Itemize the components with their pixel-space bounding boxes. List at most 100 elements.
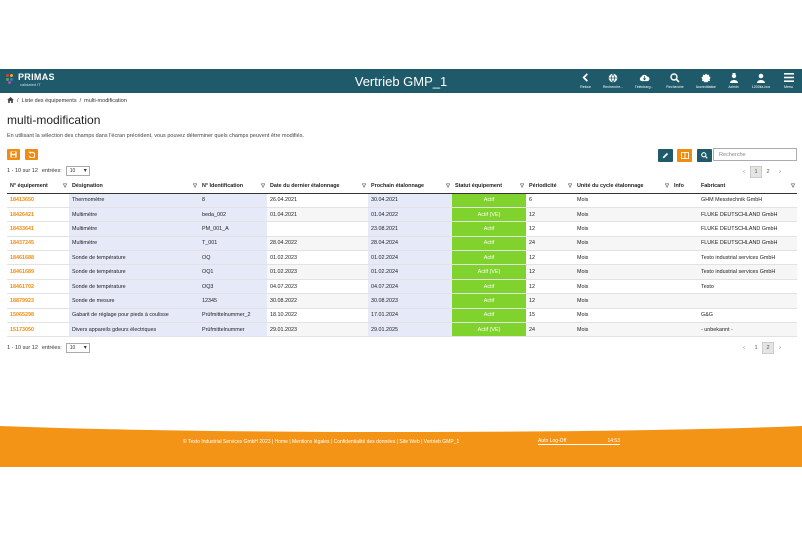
column-header-info[interactable]: Info xyxy=(671,179,698,194)
cell-calibration-cycle-unit: Mois xyxy=(574,207,671,223)
column-header-label: Périodicité xyxy=(529,182,557,189)
prev-page-button[interactable]: ‹ xyxy=(743,169,745,175)
cell-periodicity: 12 xyxy=(526,264,574,280)
header-toolbar: Retour Recherche... Télécharg... Recherc… xyxy=(573,70,800,92)
cell-equipment-number[interactable]: 18413650 xyxy=(7,193,69,208)
cell-last-calibration-date: 30.08.2022 xyxy=(267,293,368,309)
cell-calibration-cycle-unit: Mois xyxy=(574,279,671,295)
column-header-last-calibration-date[interactable]: Date du dernier étalonnage ▽ xyxy=(267,179,368,194)
cell-next-calibration: 17.01.2024 xyxy=(368,308,452,324)
cell-equipment-status: Actif (VE) xyxy=(452,264,526,280)
back-label: Retour xyxy=(580,85,591,89)
back-button[interactable]: Retour xyxy=(574,70,597,92)
cell-manufacturer: G&G xyxy=(698,308,797,324)
cell-equipment-number[interactable]: 18879923 xyxy=(7,293,69,309)
footer-links[interactable]: © Testo Industrial Services GmbH 2023 | … xyxy=(183,439,460,445)
table-row[interactable]: 18461689 Sonde de température OQ1 01.02.202… xyxy=(7,264,797,280)
pencil-icon xyxy=(662,152,669,159)
filter-icon[interactable]: ▽ xyxy=(63,183,67,189)
next-page-button[interactable]: › xyxy=(779,345,781,351)
table-row[interactable]: 18879923 Sonde de mesure 12345 30.08.2022 30… xyxy=(7,293,797,309)
table-row[interactable]: 15173050 Divers appareils gdeurs électriq… xyxy=(7,322,797,338)
accreditation-button[interactable]: Accreditation xyxy=(691,70,721,92)
cell-equipment-number[interactable]: 15065298 xyxy=(7,308,69,324)
download-button[interactable]: Télécharg... xyxy=(629,70,659,92)
breadcrumb-equipment-list[interactable]: Liste des équipements xyxy=(21,98,77,104)
cell-identification-number: OQ3 xyxy=(199,279,267,295)
page-2-button[interactable]: 2 xyxy=(766,169,770,175)
cell-identification-number: OQ1 xyxy=(199,264,267,280)
page-1-button[interactable]: 1 xyxy=(754,345,758,351)
search-button[interactable]: Recherche xyxy=(660,70,690,92)
cell-manufacturer: FLUKE DEUTSCHLAND GmbH xyxy=(698,236,797,252)
search-submit-button[interactable] xyxy=(697,149,712,162)
search-input[interactable]: Recherche xyxy=(713,148,797,161)
filter-icon[interactable]: ▽ xyxy=(193,183,197,189)
user-account-button[interactable]: 1200kz-box xyxy=(746,70,776,92)
cell-last-calibration-date: 01.02.2023 xyxy=(267,250,368,266)
cell-designation: Thermomètre xyxy=(69,193,199,208)
filter-icon[interactable]: ▽ xyxy=(446,183,450,189)
primas-logo[interactable]: PRIMAS validated IT xyxy=(6,72,66,90)
page-2-button[interactable]: 2 xyxy=(762,342,774,354)
save-button[interactable] xyxy=(7,149,20,160)
next-page-button[interactable]: › xyxy=(779,169,781,175)
logo-name: PRIMAS xyxy=(18,72,55,82)
cell-periodicity: 15 xyxy=(526,308,574,324)
edit-button[interactable] xyxy=(658,149,673,162)
filter-icon[interactable]: ▽ xyxy=(520,183,524,189)
columns-icon xyxy=(680,152,689,159)
filter-icon[interactable]: ▽ xyxy=(791,183,795,189)
table-row[interactable]: 18461688 Sonde de température OQ 01.02.2023… xyxy=(7,250,797,266)
table-row[interactable]: 15065298 Gabarit de réglage pour pieds à … xyxy=(7,308,797,324)
table-row[interactable]: 18433641 Multimètre PM_001_A 23.08.2021 Acti… xyxy=(7,221,797,237)
column-header-equipment-number[interactable]: N° équipement ▽ xyxy=(7,179,69,194)
cell-identification-number: 12345 xyxy=(199,293,267,309)
column-header-periodicity[interactable]: Périodicité ▽ xyxy=(526,179,574,194)
page-1-button[interactable]: 1 xyxy=(750,166,762,178)
cell-next-calibration: 30.08.2023 xyxy=(368,293,452,309)
cell-equipment-number[interactable]: 15173050 xyxy=(7,322,69,338)
entries-select[interactable]: 10 xyxy=(65,343,90,353)
cell-equipment-number[interactable]: 18461702 xyxy=(7,279,69,295)
filter-icon[interactable]: ▽ xyxy=(362,183,366,189)
menu-button[interactable]: Menu xyxy=(777,70,800,92)
filter-icon[interactable]: ▽ xyxy=(568,183,572,189)
global-search-button[interactable]: Recherche... xyxy=(598,70,628,92)
accreditation-label: Accreditation xyxy=(695,85,717,89)
prev-page-button[interactable]: ‹ xyxy=(743,345,745,351)
cell-designation: Sonde de température xyxy=(69,279,199,295)
columns-button[interactable] xyxy=(677,149,692,162)
filter-icon[interactable]: ▽ xyxy=(261,183,265,189)
column-header-manufacturer[interactable]: Fabricant ▽ xyxy=(698,179,797,194)
footer: © Testo Industrial Services GmbH 2023 | … xyxy=(0,424,802,467)
column-header-calibration-cycle-unit[interactable]: Unité du cycle étalonnage ▽ xyxy=(574,179,671,194)
column-header-next-calibration[interactable]: Prochain étalonnage ▽ xyxy=(368,179,452,194)
table-row[interactable]: 18437245 Multimètre T_001 28.04.2022 28.04.2… xyxy=(7,236,797,252)
cell-last-calibration-date: 01.04.2021 xyxy=(267,207,368,223)
global-search-label: Recherche... xyxy=(602,85,624,89)
home-icon[interactable] xyxy=(7,97,14,105)
undo-icon xyxy=(28,151,35,158)
column-header-identification-number[interactable]: N° Identification ▽ xyxy=(199,179,267,194)
column-header-designation[interactable]: Désignation ▽ xyxy=(69,179,199,194)
table-row[interactable]: 18413650 Thermomètre 8 26.04.2021 30.04.2021… xyxy=(7,193,797,208)
cell-equipment-number[interactable]: 18437245 xyxy=(7,236,69,252)
table-row[interactable]: 18461702 Sonde de température OQ3 04.07.202… xyxy=(7,279,797,295)
table-row[interactable]: 18426421 Multimètre beda_002 01.04.2021 01.0… xyxy=(7,207,797,223)
admin-button[interactable]: Admin xyxy=(722,70,745,92)
cell-designation: Multimètre xyxy=(69,207,199,223)
cell-equipment-number[interactable]: 18426421 xyxy=(7,207,69,223)
cell-equipment-number[interactable]: 18461689 xyxy=(7,264,69,280)
cell-equipment-number[interactable]: 18461688 xyxy=(7,250,69,266)
cell-next-calibration: 29.01.2025 xyxy=(368,322,452,338)
column-header-equipment-status[interactable]: Statut équipement ▽ xyxy=(452,179,526,194)
cell-designation: Multimètre xyxy=(69,221,199,237)
cell-equipment-number[interactable]: 18433641 xyxy=(7,221,69,237)
cell-equipment-status: Actif xyxy=(452,193,526,208)
filter-icon[interactable]: ▽ xyxy=(665,183,669,189)
entries-select[interactable]: 10 xyxy=(65,166,90,176)
cell-info xyxy=(671,293,698,309)
reset-button[interactable] xyxy=(25,149,38,160)
equipment-table: N° équipement ▽ Désignation ▽ N° Identificat… xyxy=(7,179,797,338)
